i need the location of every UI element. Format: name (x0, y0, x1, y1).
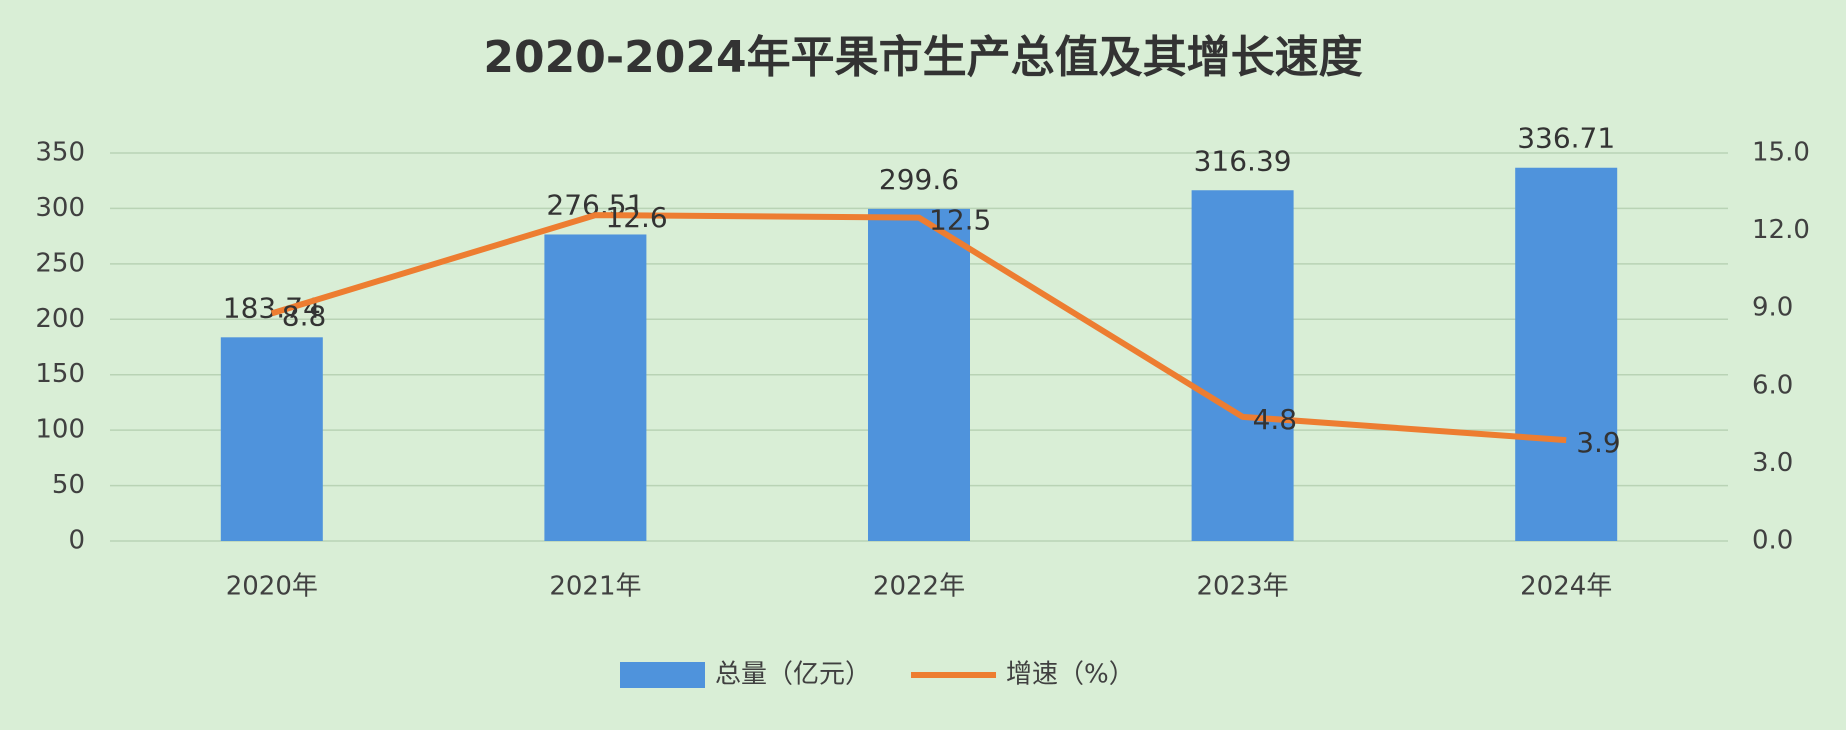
y-tick-label: 150 (35, 359, 85, 389)
bar-value-label: 183.74 (223, 291, 321, 324)
y2-tick-label: 12.0 (1752, 215, 1810, 245)
x-tick-label: 2024年 (1520, 572, 1612, 602)
line (270, 212, 1567, 444)
bar (1191, 190, 1294, 541)
y-tick-label: 300 (35, 193, 85, 223)
y2-tick-label: 0.0 (1752, 526, 1793, 556)
y2-tick-label: 3.0 (1752, 448, 1793, 478)
x-tick-label: 2020年 (226, 572, 318, 602)
line-value-label: 12.5 (929, 204, 991, 237)
y-tick-label: 350 (35, 138, 85, 168)
y2-tick-label: 9.0 (1752, 293, 1793, 323)
bar (544, 234, 647, 541)
line-value-label: 12.6 (605, 201, 667, 234)
chart-title: 2020-2024年平果市生产总值及其增长速度 (483, 32, 1362, 83)
legend-swatch (620, 662, 705, 688)
line-value-label: 3.9 (1576, 426, 1621, 459)
y-tick-label: 100 (35, 415, 85, 445)
bar-value-label: 316.39 (1194, 144, 1292, 177)
y2-tick-label: 6.0 (1752, 370, 1793, 400)
y-tick-label: 50 (52, 470, 85, 500)
legend-label: 总量（亿元） (715, 660, 871, 690)
line-value-label: 4.8 (1253, 403, 1298, 436)
bar-value-label: 299.6 (879, 163, 959, 196)
y2-tick-label: 15.0 (1752, 138, 1810, 168)
x-tick-label: 2021年 (549, 572, 641, 602)
y-tick-label: 0 (68, 526, 85, 556)
bar (1515, 167, 1618, 541)
line-value-label: 8.8 (282, 299, 327, 332)
bar-value-label: 336.71 (1517, 122, 1615, 155)
legend-label: 增速（%） (1006, 660, 1135, 690)
x-tick-label: 2022年 (873, 572, 965, 602)
x-tick-label: 2023年 (1197, 572, 1289, 602)
bar (868, 208, 970, 541)
y-tick-label: 200 (35, 304, 85, 334)
y-tick-label: 250 (35, 248, 85, 278)
bar (220, 337, 323, 541)
